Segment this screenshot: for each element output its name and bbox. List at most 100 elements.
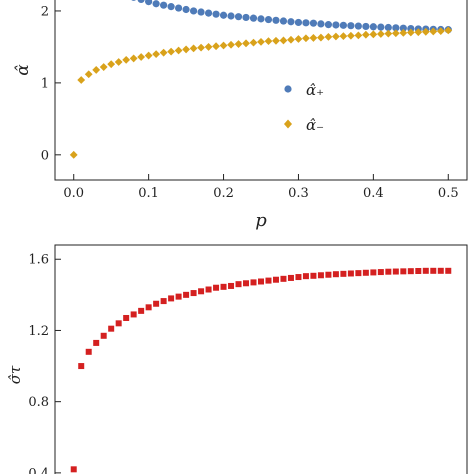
top-series-0-point <box>264 15 273 24</box>
top-series-0-point <box>309 19 318 27</box>
top-series-1-point <box>436 27 445 35</box>
legend-marker-alpha-minus <box>284 119 292 129</box>
bottom-series-0-point <box>302 273 309 280</box>
top-plot-frame <box>54 0 468 181</box>
top-series-1-point <box>429 27 438 36</box>
top-series-1-point <box>189 44 198 53</box>
top-series-1-point <box>264 37 273 46</box>
top-series-1-point <box>406 28 415 37</box>
bottom-series-0-point <box>265 277 272 284</box>
top-series-0-point <box>294 18 303 27</box>
top-series-1-point <box>69 150 78 159</box>
top-x-tick-label: 0.2 <box>213 186 234 201</box>
top-series-1-point <box>272 36 280 45</box>
bottom-series-0-point <box>280 275 287 282</box>
top-series-0-point <box>227 12 235 20</box>
top-series-1-point <box>414 28 423 37</box>
bottom-panel: 0.4 0.8 1.2 1.6 σ̂τ <box>6 244 468 474</box>
top-series-1-point <box>444 26 453 35</box>
legend-marker-alpha-plus <box>284 85 292 93</box>
top-series-1-point <box>302 34 310 43</box>
top-series-1-point <box>152 50 161 59</box>
bottom-series-0-point <box>228 282 235 289</box>
top-series-0-point <box>399 24 407 32</box>
top-series-0-point <box>152 0 160 8</box>
bottom-series-0-point <box>362 269 369 276</box>
top-series-0-point <box>279 17 288 25</box>
top-series-1-point <box>197 43 205 52</box>
bottom-series-0-point <box>347 270 354 277</box>
bottom-series-0-point <box>85 348 92 355</box>
top-series-1-point <box>361 30 370 39</box>
top-x-tick-label: 0.0 <box>63 186 84 201</box>
bottom-series-0-point <box>138 307 145 314</box>
top-series-1-point <box>182 45 190 54</box>
top-series-0-point <box>362 22 370 31</box>
top-series-0-point <box>249 14 258 22</box>
bottom-series-0-point <box>437 267 444 274</box>
top-series-1-point <box>287 35 295 44</box>
top-series-0-point <box>407 24 415 33</box>
top-series-1-point <box>421 27 430 36</box>
bottom-series-0-point <box>250 279 257 286</box>
top-series-1-point <box>369 30 378 39</box>
bottom-series-0-point <box>415 267 422 274</box>
top-x-axis-title: p <box>255 210 267 231</box>
bottom-series-0-point <box>407 268 414 275</box>
bottom-series-0-point <box>175 293 182 300</box>
bottom-series-0-point <box>392 268 399 275</box>
top-series-0-point <box>197 8 205 16</box>
bottom-series-0-point <box>78 363 85 370</box>
top-series-1-point <box>242 39 250 48</box>
top-series-1-point <box>227 40 235 49</box>
bottom-y-tick-label: 1.2 <box>28 324 49 339</box>
bottom-y-axis-title: σ̂τ <box>6 365 24 384</box>
top-series-1-point <box>129 54 138 63</box>
top-series-1-point <box>167 47 176 56</box>
top-y-tick-label: 1 <box>41 76 49 91</box>
top-series-1-point <box>332 32 340 41</box>
top-series-0-point <box>160 1 168 9</box>
bottom-y-tick-label: 0.4 <box>28 466 49 474</box>
bottom-series-0-point <box>332 271 339 278</box>
bottom-series-0-point <box>130 311 137 318</box>
top-series-1-point <box>219 41 228 50</box>
top-series-0-point <box>219 11 228 19</box>
bottom-y-tick-label: 1.6 <box>28 253 49 268</box>
top-series-1-point <box>399 28 408 37</box>
top-series-1-point <box>122 55 131 64</box>
top-series-0-point <box>167 3 175 11</box>
top-y-tick-label: 2 <box>41 4 49 19</box>
bottom-series-0-point <box>317 272 324 279</box>
top-series-1-point <box>324 32 333 41</box>
top-series-0-point <box>332 21 340 29</box>
top-series-1-point <box>77 76 86 84</box>
top-series-0-point <box>257 15 265 23</box>
top-series-1-point <box>144 51 153 60</box>
top-series-0-point <box>354 22 362 30</box>
bottom-series-0-point <box>295 274 302 281</box>
top-series-1-point <box>279 36 288 45</box>
top-series-0-point <box>242 13 250 22</box>
top-series-1-point <box>346 31 355 40</box>
top-series-1-point <box>137 53 146 61</box>
top-x-tick-label: 0.1 <box>138 186 159 201</box>
top-series-1-point <box>174 46 183 55</box>
bottom-ticks: 0.4 0.8 1.2 1.6 <box>28 253 61 474</box>
bottom-series-0-point <box>183 291 190 298</box>
bottom-series-0-point <box>422 267 429 274</box>
bottom-series-0-point <box>325 271 332 278</box>
legend-label-alpha-plus: α̂₊ <box>306 81 324 99</box>
top-series-0-point <box>302 19 310 27</box>
top-series-0-point <box>137 0 145 4</box>
bottom-data-marks <box>70 267 452 473</box>
top-x-tick-label: 0.4 <box>363 186 384 201</box>
top-series-0-point <box>175 4 183 12</box>
top-series-1-point <box>339 32 348 41</box>
top-series-0-point <box>317 20 325 28</box>
top-series-1-point <box>99 63 108 71</box>
bottom-series-0-point <box>355 270 362 277</box>
bottom-series-0-point <box>220 283 227 290</box>
top-series-1-point <box>234 40 243 48</box>
